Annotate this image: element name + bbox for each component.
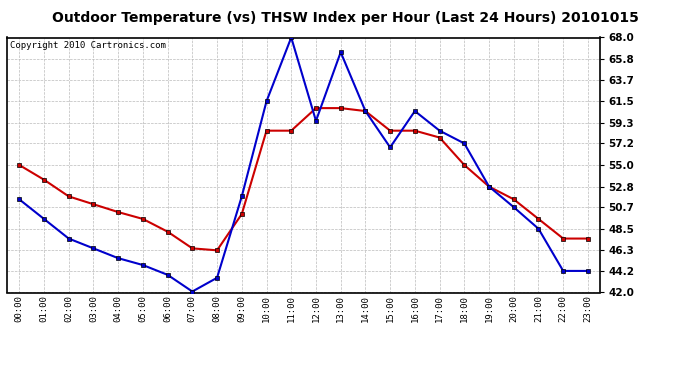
Text: Outdoor Temperature (vs) THSW Index per Hour (Last 24 Hours) 20101015: Outdoor Temperature (vs) THSW Index per …: [52, 11, 638, 25]
Text: Copyright 2010 Cartronics.com: Copyright 2010 Cartronics.com: [10, 41, 166, 50]
